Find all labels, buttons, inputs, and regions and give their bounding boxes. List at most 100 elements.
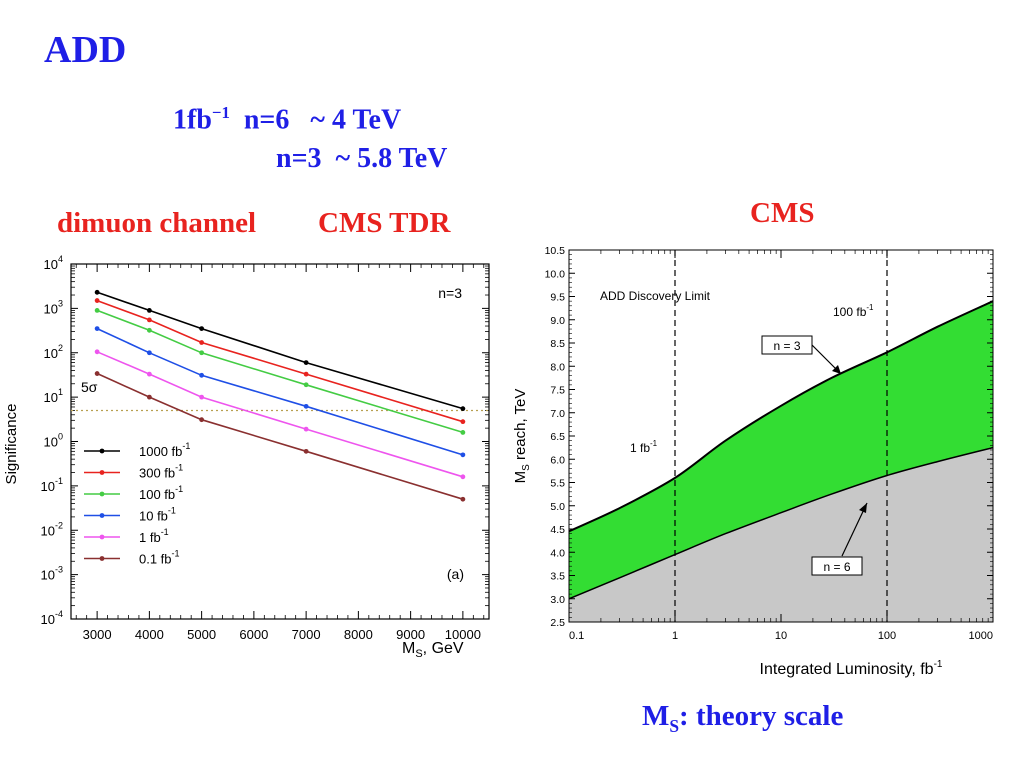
footer-rest: : theory scale [679, 700, 844, 732]
legend-label-4: 1 fb-1 [139, 527, 169, 545]
left-series-line-0 [96, 291, 464, 410]
legend-label-0: 1000 fb-1 [139, 441, 190, 459]
left-caption-source: CMS TDR [318, 207, 451, 239]
left-xtick-label: 3000 [83, 627, 112, 642]
n6-callout-label: n = 6 [823, 560, 850, 574]
left-series-line-1 [96, 299, 464, 423]
left-ytick-label: 10-3 [41, 565, 63, 583]
legend-marker-1 [99, 470, 105, 475]
left-ytick-label: 104 [44, 254, 63, 272]
left-series-point [94, 289, 100, 295]
right-xtick-label: 10 [775, 630, 787, 642]
n3-curve [569, 300, 993, 533]
n3-callout: n = 3 [761, 335, 842, 375]
right-ytick-label: 6.0 [550, 454, 565, 466]
legend-label-2: 100 fb-1 [139, 484, 183, 502]
left-plot-frame [70, 263, 490, 620]
left-ylabel: Significance [3, 404, 20, 485]
n3-callout-arrowhead [832, 365, 841, 374]
right-ytick-label: 9.5 [550, 292, 565, 304]
left-series-point [460, 406, 466, 412]
footer-caption: MS: theory scale [642, 700, 843, 737]
left-series-point [460, 474, 466, 480]
left-ytick-label: 102 [44, 343, 63, 361]
left-series-point [94, 308, 100, 313]
right-ytick-label: 7.5 [550, 385, 565, 397]
left-ytick-label: 100 [44, 432, 63, 450]
right-ytick-label: 6.5 [550, 431, 565, 443]
significance-chart: 10-4 10-3 10-2 10-1 100 101 102 103 104 3000 4000… [3, 254, 490, 660]
n6-callout: n = 6 [811, 502, 868, 576]
right-ytick-label: 8.5 [550, 338, 565, 350]
left-ytick-label: 101 [44, 387, 63, 405]
n6-curve [569, 446, 993, 600]
left-series-point [303, 426, 309, 432]
left-series-point [146, 308, 152, 313]
left-series-point [94, 371, 100, 376]
right-ytick-label: 4.0 [550, 547, 565, 559]
right-xtick-label: 1000 [969, 630, 993, 642]
right-chart-title: ADD Discovery Limit [600, 289, 711, 303]
left-series-line-2 [96, 309, 464, 434]
left-series-point [146, 317, 152, 323]
summary-line-2: n=3 ~ 5.8 TeV [276, 143, 448, 174]
right-xlabel: Integrated Luminosity, fb-1 [760, 659, 943, 678]
legend-marker-5 [99, 556, 105, 561]
n3-callout-box [761, 335, 813, 355]
ms-reach-chart: 2.5 3.0 3.5 4.0 4.5 5.0 5.5 6.0 6.5 7.0 7.5 8.0 8.5 9… [512, 245, 994, 678]
left-series-point [94, 326, 100, 332]
left-ytick-label: 10-2 [41, 520, 63, 538]
right-ylabel: MS reach, TeV [512, 389, 532, 484]
left-n3-annotation: n=3 [438, 285, 462, 301]
left-ytick-label: 10-1 [41, 476, 63, 494]
right-ytick-label: 4.5 [550, 524, 565, 536]
right-ytick-label: 10.5 [545, 245, 566, 257]
left-xtick-label: 9000 [396, 627, 425, 642]
legend-marker-3 [99, 513, 105, 518]
right-xtick-label: 0.1 [569, 630, 584, 642]
left-series-point [303, 448, 309, 454]
n6-callout-arrow [841, 502, 868, 557]
left-series-point [199, 340, 205, 345]
n6-callout-box [811, 556, 863, 576]
right-ytick-label: 7.0 [550, 408, 565, 420]
left-series-point [146, 371, 152, 377]
n3-callout-label: n = 3 [773, 339, 800, 353]
legend-label-1: 300 fb-1 [139, 463, 183, 481]
left-ytick-label: 10-4 [41, 609, 63, 627]
vline-label-1: 100 fb-1 [833, 303, 874, 319]
left-series-point [199, 417, 205, 423]
right-ytick-label: 10.0 [545, 268, 566, 280]
footer-m: M [642, 700, 670, 732]
left-series-point [146, 394, 152, 400]
summary-n6: n=6 ~ 4 TeV [243, 104, 402, 136]
left-caption-channel: dimuon channel [57, 207, 257, 239]
left-series-point [303, 403, 309, 409]
right-xtick-label: 100 [878, 630, 896, 642]
left-series-point [460, 419, 466, 425]
vline-label-0: 1 fb-1 [630, 439, 658, 455]
left-series-point [460, 430, 466, 435]
right-caption: CMS [750, 197, 815, 229]
left-series-point [94, 298, 100, 303]
left-series-point [303, 382, 309, 388]
slide-title: ADD [44, 29, 127, 71]
left-series-point [146, 350, 152, 356]
left-series-point [199, 372, 205, 378]
five-sigma-label: 5σ [81, 379, 98, 395]
n6-callout-arrowhead [859, 503, 867, 513]
left-xtick-label: 10000 [445, 627, 481, 642]
left-series-point [146, 327, 152, 333]
legend-label-5: 0.1 fb-1 [139, 549, 180, 567]
summary-lumi: 1fb [173, 104, 212, 136]
left-xlabel: MS, GeV [402, 640, 464, 660]
right-ytick-label: 3.5 [550, 571, 565, 583]
left-ytick-label: 103 [44, 298, 63, 316]
right-ytick-label: 8.0 [550, 361, 565, 373]
right-ytick-label: 9.0 [550, 315, 565, 327]
right-ytick-label: 5.0 [550, 501, 565, 513]
left-xtick-label: 8000 [344, 627, 373, 642]
left-series-point [303, 371, 309, 377]
left-xtick-label: 5000 [187, 627, 216, 642]
left-series-point [460, 496, 466, 502]
